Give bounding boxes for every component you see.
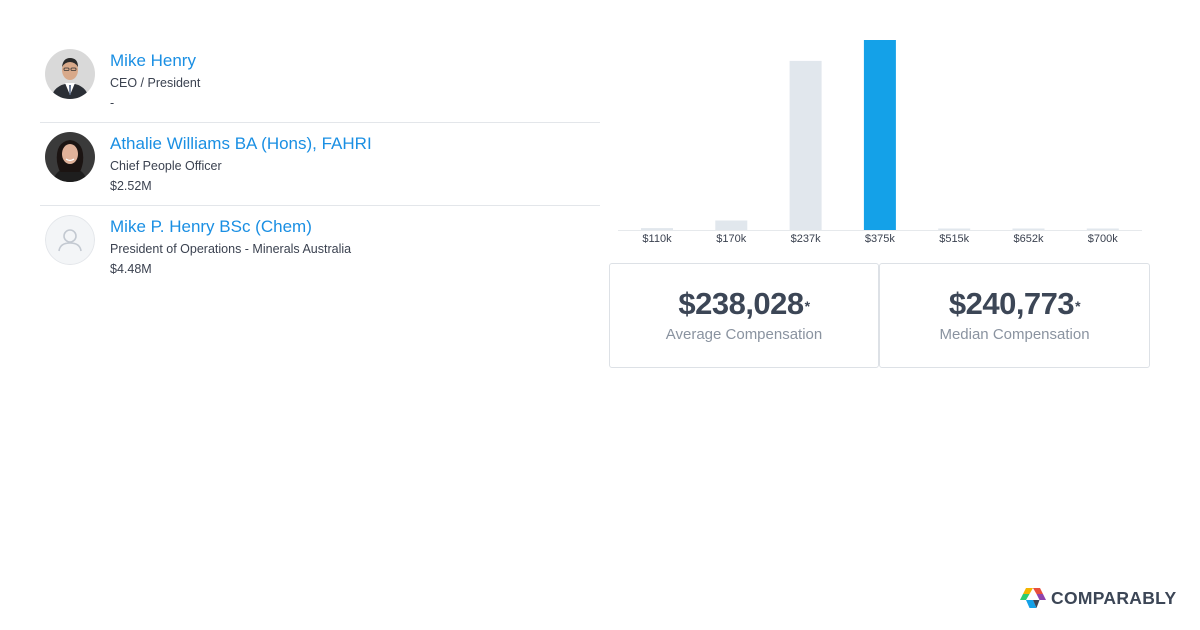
histogram-bar[interactable] <box>789 60 822 231</box>
person-compensation: $4.48M <box>110 262 152 276</box>
histogram-bar[interactable] <box>938 228 971 231</box>
average-compensation-card: $238,028* Average Compensation <box>609 263 879 368</box>
average-compensation-label: Average Compensation <box>665 326 823 343</box>
x-tick-label: $652k <box>1014 233 1044 245</box>
histogram-bar[interactable] <box>863 40 896 230</box>
histogram-bar[interactable] <box>1086 228 1119 231</box>
person-row[interactable]: Mike Henry CEO / President - <box>40 40 600 123</box>
histogram-bar[interactable] <box>641 228 673 230</box>
avatar-photo[interactable] <box>45 49 95 99</box>
person-row[interactable]: Athalie Williams BA (Hons), FAHRI Chief … <box>40 123 600 206</box>
person-title: President of Operations - Minerals Austr… <box>110 242 352 256</box>
person-title: Chief People Officer <box>110 159 222 173</box>
histogram-bar[interactable] <box>715 220 748 231</box>
person-name-link[interactable]: Athalie Williams BA (Hons), FAHRI <box>110 134 372 153</box>
x-tick-label: $700k <box>1088 233 1118 245</box>
x-tick-label: $515k <box>939 233 969 245</box>
median-compensation-card: $240,773* Median Compensation <box>879 263 1150 368</box>
brand-name: COMPARABLY <box>1051 587 1177 608</box>
footnote-marker: * <box>804 298 810 314</box>
median-compensation-value: $240,773* <box>948 286 1081 321</box>
executives-list: Mike Henry CEO / President - Athalie Wil… <box>40 40 600 289</box>
x-tick-label: $110k <box>642 233 672 245</box>
person-row[interactable]: Mike P. Henry BSc (Chem) President of Op… <box>40 206 600 289</box>
x-tick-label: $237k <box>791 233 821 245</box>
person-name-link[interactable]: Mike Henry <box>110 51 196 70</box>
person-compensation: $2.52M <box>110 179 152 193</box>
person-compensation: - <box>110 96 115 110</box>
histogram-bar[interactable] <box>1012 228 1045 231</box>
compensation-stats: $238,028* Average Compensation $240,773*… <box>609 263 1150 368</box>
user-placeholder-icon[interactable] <box>45 215 95 265</box>
x-tick-label: $170k <box>716 233 746 245</box>
comparably-logo[interactable]: COMPARABLY <box>1020 586 1177 610</box>
comparably-logo-icon <box>1020 588 1046 608</box>
person-name-link[interactable]: Mike P. Henry BSc (Chem) <box>110 217 312 236</box>
x-tick-label: $375k <box>865 233 895 245</box>
average-compensation-value: $238,028* <box>678 286 810 321</box>
median-compensation-label: Median Compensation <box>939 326 1090 343</box>
person-title: CEO / President <box>110 76 201 90</box>
compensation-histogram: $110k $170k $237k $375k $515k $652k $700k <box>610 30 1150 250</box>
footnote-marker: * <box>1075 298 1081 314</box>
avatar-photo[interactable] <box>45 132 95 182</box>
